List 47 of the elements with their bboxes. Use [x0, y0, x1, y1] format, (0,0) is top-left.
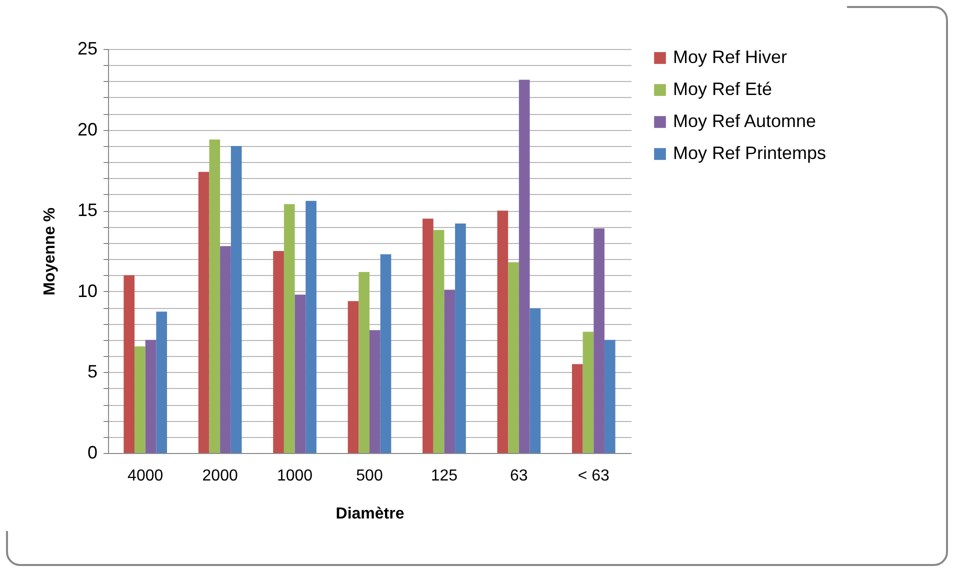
y-tick-label: 15 — [77, 200, 98, 220]
bar — [124, 275, 135, 453]
bar — [358, 272, 370, 453]
bar — [582, 332, 594, 453]
bar — [444, 290, 456, 453]
y-tick-label: 25 — [77, 38, 98, 58]
bar — [306, 200, 316, 453]
bar — [455, 224, 466, 453]
y-tick-label: 10 — [77, 280, 98, 301]
y-axis-title: Moyenne % — [41, 207, 58, 296]
y-tick-label: 20 — [77, 119, 98, 140]
bar — [284, 204, 295, 453]
x-tick-label: < 63 — [578, 468, 610, 484]
x-tick-label: 63 — [510, 468, 528, 484]
bar — [497, 210, 508, 453]
bar — [198, 172, 210, 453]
bar — [145, 340, 156, 453]
bar — [518, 80, 530, 453]
bar — [156, 312, 168, 453]
x-tick-label: 2000 — [202, 468, 238, 484]
bar — [220, 246, 231, 453]
x-tick-label: 500 — [356, 468, 383, 484]
legend-label: Moy Ref Printemps — [673, 143, 826, 163]
legend-label: Moy Ref Automne — [673, 111, 816, 131]
y-tick-label: 5 — [87, 362, 98, 382]
y-tick-label: 0 — [87, 442, 98, 462]
x-tick-label: 125 — [430, 468, 458, 484]
legend-label: Moy Ref Hiver — [673, 47, 788, 67]
bar — [572, 364, 583, 453]
bar — [380, 254, 392, 453]
bar — [230, 146, 242, 453]
legend-label: Moy Ref Eté — [673, 79, 772, 99]
bar — [370, 330, 380, 453]
bar — [294, 294, 306, 453]
bar — [273, 251, 284, 453]
bar — [209, 139, 220, 453]
bar — [134, 346, 146, 453]
bar — [604, 340, 616, 453]
x-axis-title: Diamètre — [336, 506, 404, 522]
bar — [530, 308, 541, 453]
bar — [508, 262, 519, 453]
bar — [422, 218, 434, 453]
x-tick-label: 1000 — [276, 468, 313, 484]
x-tick-label: 4000 — [128, 468, 164, 484]
bar — [594, 228, 604, 453]
bar — [433, 230, 444, 453]
bar — [348, 301, 359, 453]
